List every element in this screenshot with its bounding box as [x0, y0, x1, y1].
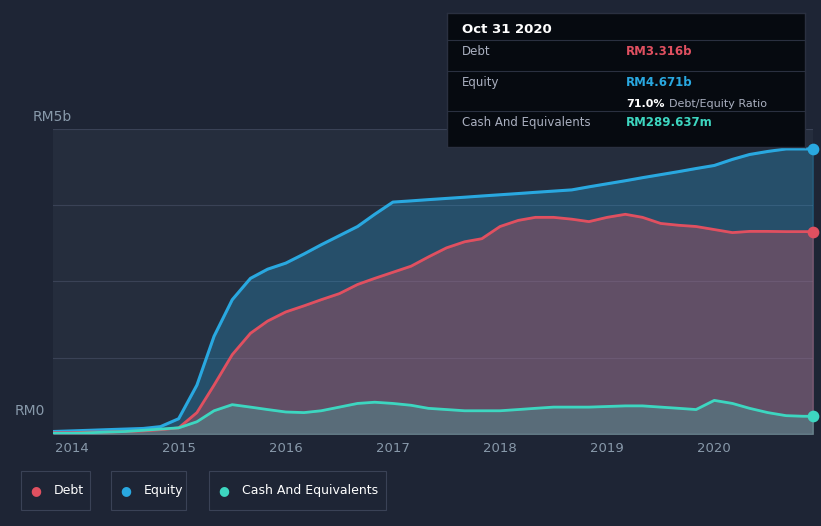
Text: RM4.671b: RM4.671b	[626, 76, 693, 89]
Point	[806, 227, 819, 236]
Text: Debt: Debt	[461, 45, 490, 58]
Text: Debt: Debt	[53, 484, 84, 497]
Text: ●: ●	[120, 484, 131, 497]
Text: ●: ●	[218, 484, 230, 497]
Text: RM5b: RM5b	[33, 109, 72, 124]
Text: Equity: Equity	[461, 76, 499, 89]
Text: 71.0%: 71.0%	[626, 99, 664, 109]
Text: Oct 31 2020: Oct 31 2020	[461, 23, 552, 36]
Text: Cash And Equivalents: Cash And Equivalents	[461, 116, 590, 129]
Text: ●: ●	[30, 484, 41, 497]
Text: Debt/Equity Ratio: Debt/Equity Ratio	[669, 99, 767, 109]
Point	[806, 145, 819, 153]
Text: RM289.637m: RM289.637m	[626, 116, 713, 129]
Text: RM3.316b: RM3.316b	[626, 45, 692, 58]
Point	[806, 412, 819, 420]
Text: Equity: Equity	[144, 484, 183, 497]
Text: Cash And Equivalents: Cash And Equivalents	[242, 484, 378, 497]
Text: RM0: RM0	[15, 404, 45, 418]
